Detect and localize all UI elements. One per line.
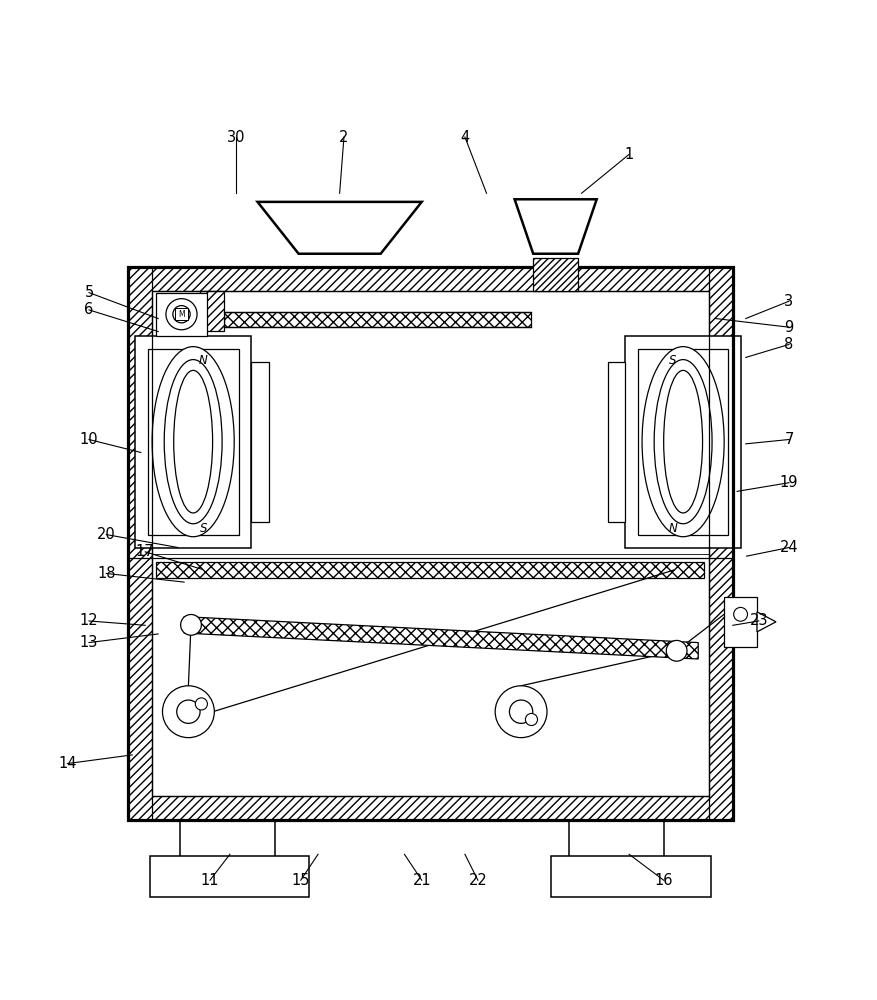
- Ellipse shape: [653, 360, 711, 524]
- Polygon shape: [184, 617, 697, 659]
- Circle shape: [195, 698, 207, 710]
- Circle shape: [162, 686, 214, 738]
- Text: 23: 23: [749, 613, 767, 628]
- Ellipse shape: [152, 347, 234, 537]
- Bar: [152, 291, 708, 796]
- Bar: [147, 349, 239, 535]
- Text: S: S: [668, 354, 675, 367]
- Text: 3: 3: [783, 294, 793, 309]
- Text: 8: 8: [783, 337, 793, 352]
- Circle shape: [166, 299, 196, 330]
- Bar: [624, 336, 740, 548]
- Text: M: M: [178, 310, 184, 319]
- Circle shape: [495, 686, 546, 738]
- Text: 1: 1: [624, 147, 633, 162]
- Circle shape: [176, 700, 200, 723]
- Circle shape: [666, 640, 686, 661]
- Polygon shape: [514, 199, 596, 254]
- Bar: [149, 856, 309, 897]
- Text: 30: 30: [226, 130, 245, 145]
- Circle shape: [733, 607, 746, 621]
- Bar: [724, 597, 756, 647]
- Bar: [128, 267, 732, 291]
- Text: 6: 6: [84, 302, 94, 317]
- Circle shape: [524, 713, 537, 726]
- Bar: [128, 267, 732, 820]
- Bar: [251, 362, 268, 522]
- Text: S: S: [200, 522, 207, 535]
- Text: N: N: [667, 522, 676, 535]
- Text: 5: 5: [84, 285, 94, 300]
- Bar: [532, 258, 577, 291]
- Text: 15: 15: [291, 873, 310, 888]
- Text: 7: 7: [783, 432, 793, 447]
- Text: 20: 20: [96, 527, 116, 542]
- Ellipse shape: [663, 370, 702, 513]
- Text: 10: 10: [80, 432, 98, 447]
- Polygon shape: [257, 202, 421, 254]
- Text: 24: 24: [779, 540, 797, 555]
- Text: 2: 2: [339, 130, 348, 145]
- Bar: [128, 267, 152, 820]
- Text: 18: 18: [97, 566, 116, 581]
- Text: 16: 16: [653, 873, 672, 888]
- Bar: [175, 308, 188, 320]
- Text: N: N: [199, 354, 208, 367]
- Text: 12: 12: [80, 613, 98, 628]
- Bar: [708, 267, 732, 820]
- Text: 9: 9: [783, 320, 793, 335]
- Text: 4: 4: [460, 130, 469, 145]
- Bar: [199, 291, 224, 331]
- Text: 21: 21: [412, 873, 431, 888]
- Bar: [551, 856, 710, 897]
- Text: 22: 22: [468, 873, 487, 888]
- Text: 11: 11: [201, 873, 219, 888]
- Ellipse shape: [641, 347, 724, 537]
- Text: 13: 13: [80, 635, 98, 650]
- Circle shape: [509, 700, 532, 723]
- Text: 17: 17: [136, 544, 154, 559]
- Bar: [135, 336, 251, 548]
- Ellipse shape: [164, 360, 222, 524]
- Polygon shape: [756, 612, 775, 632]
- Text: 19: 19: [779, 475, 797, 490]
- Bar: [128, 796, 732, 820]
- Ellipse shape: [174, 370, 212, 513]
- Text: 14: 14: [58, 756, 76, 771]
- Circle shape: [173, 306, 190, 323]
- Bar: [155, 293, 207, 336]
- Circle shape: [181, 614, 201, 635]
- Bar: [224, 312, 530, 327]
- Bar: [637, 349, 728, 535]
- Bar: [156, 562, 703, 578]
- Bar: [607, 362, 624, 522]
